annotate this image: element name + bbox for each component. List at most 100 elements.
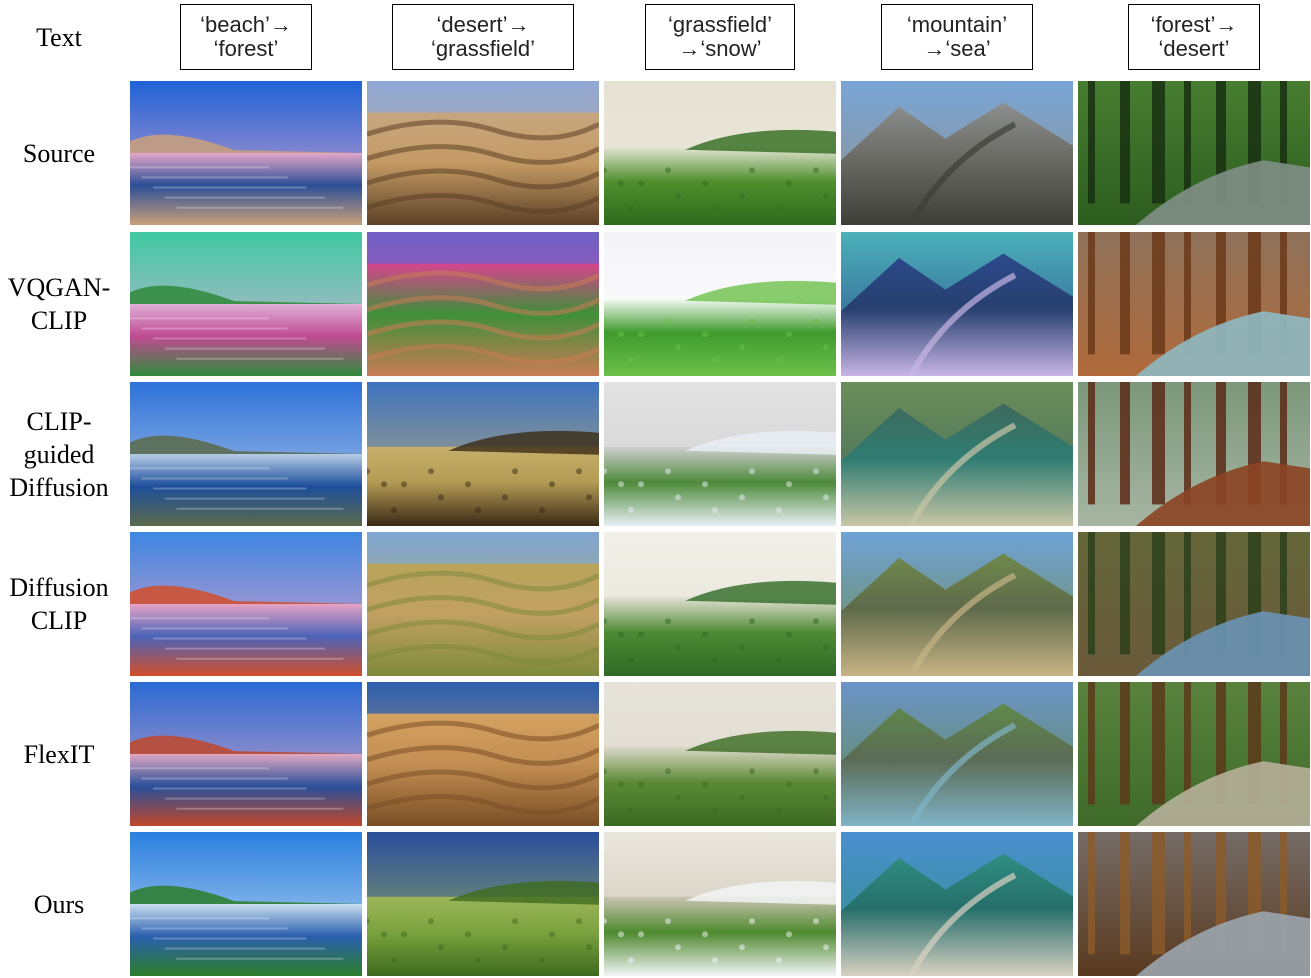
scene-image (367, 382, 599, 526)
scene-dune-ridge (367, 119, 599, 141)
scene-dune-ridge (367, 595, 599, 616)
image-cell-r5-c4 (841, 682, 1073, 826)
scene-water (130, 153, 362, 225)
scene-patch (628, 957, 634, 964)
scene-patch (712, 507, 718, 514)
scene-patch (776, 807, 782, 814)
scene-patch (702, 631, 708, 638)
row-label-4: Diffusion CLIP (9, 573, 109, 635)
scene-patch (604, 768, 607, 775)
scene-patch (618, 931, 624, 938)
image-cell-r4-c1 (130, 532, 362, 676)
prompt-box-5: ‘forest’→ ‘desert’ (1128, 4, 1260, 70)
scene-trunk (1152, 682, 1165, 805)
scene-patch (675, 494, 681, 501)
header-label: Text (36, 22, 82, 52)
scene-dune-ridge (367, 344, 599, 365)
scene-patch (813, 318, 819, 325)
scene-treeline (685, 580, 836, 605)
scene-patch (749, 318, 755, 325)
scene-ground (367, 896, 599, 976)
scene-image (367, 682, 599, 826)
row-label-6: Ours (33, 889, 85, 919)
scene-trunk (1120, 532, 1130, 655)
scene-patch (367, 468, 370, 475)
scene-image (367, 832, 599, 976)
image-cell-r3-c5 (1078, 382, 1310, 526)
scene-patch (702, 931, 708, 938)
scene-patch (786, 180, 792, 187)
scene-patch (665, 468, 671, 475)
scene-image (130, 682, 362, 826)
scene-trunk (1216, 81, 1226, 204)
scene-patch (813, 768, 819, 775)
scene-ground (604, 446, 836, 526)
scene-ridge (907, 872, 1017, 976)
scene-trunk (1280, 532, 1287, 655)
image-cell-r5-c2 (367, 682, 599, 826)
scene-patch (749, 618, 755, 625)
scene-path (1136, 911, 1310, 976)
scene-image (1078, 382, 1310, 526)
scene-patch (739, 344, 745, 351)
scene-patch (665, 918, 671, 925)
scene-patch (512, 468, 518, 475)
scene-treeline (685, 430, 836, 455)
scene-patch (823, 344, 829, 351)
scene-patch (604, 918, 607, 925)
scene-patch (604, 167, 607, 174)
scene-patch (638, 331, 644, 338)
scene-path (1136, 160, 1310, 225)
scene-image (841, 832, 1073, 976)
scene-patch (502, 944, 508, 951)
scene-water (130, 454, 362, 526)
scene-patch (823, 944, 829, 951)
image-cell-r1-c4 (841, 81, 1073, 225)
image-cell-r2-c3 (604, 232, 836, 376)
scene-patch (702, 331, 708, 338)
scene-patch (475, 507, 481, 514)
scene-patch (428, 918, 434, 925)
scene-ground (604, 896, 836, 976)
scene-patch (712, 957, 718, 964)
scene-image (130, 382, 362, 526)
scene-trunk (1184, 682, 1191, 805)
scene-patch (749, 768, 755, 775)
scene-patch (401, 931, 407, 938)
image-cell-r1-c1 (130, 81, 362, 225)
scene-patch (628, 657, 634, 664)
scene-patch (702, 180, 708, 187)
scene-patch (823, 644, 829, 651)
scene-trunk (1280, 382, 1287, 505)
scene-dune-ridge (367, 193, 599, 214)
row-label-5: FlexIT (23, 739, 95, 769)
scene-image (130, 532, 362, 676)
scene-ground (367, 446, 599, 526)
scene-trunk (1120, 832, 1130, 955)
scene-patch (465, 481, 471, 488)
scene-patch (628, 206, 634, 213)
scene-patch (638, 781, 644, 788)
scene-dune-ridge (367, 168, 599, 190)
scene-patch (549, 481, 555, 488)
scene-image (604, 382, 836, 526)
scene-patch (381, 481, 387, 488)
scene-water (130, 904, 362, 976)
scene-patch (512, 918, 518, 925)
image-cell-r1-c2 (367, 81, 599, 225)
scene-patch (539, 507, 545, 514)
scene-ground (604, 145, 836, 225)
scene-patch (391, 957, 397, 964)
scene-patch (475, 957, 481, 964)
scene-patch (638, 631, 644, 638)
scene-image (604, 532, 836, 676)
scene-path (1136, 461, 1310, 526)
scene-trunk (1216, 232, 1226, 355)
image-cell-r2-c2 (367, 232, 599, 376)
scene-patch (786, 781, 792, 788)
scene-dune-ridge (367, 720, 599, 742)
scene-image (604, 682, 836, 826)
scene-patch (401, 481, 407, 488)
scene-image (841, 81, 1073, 225)
row-label-1: Source (22, 138, 96, 168)
